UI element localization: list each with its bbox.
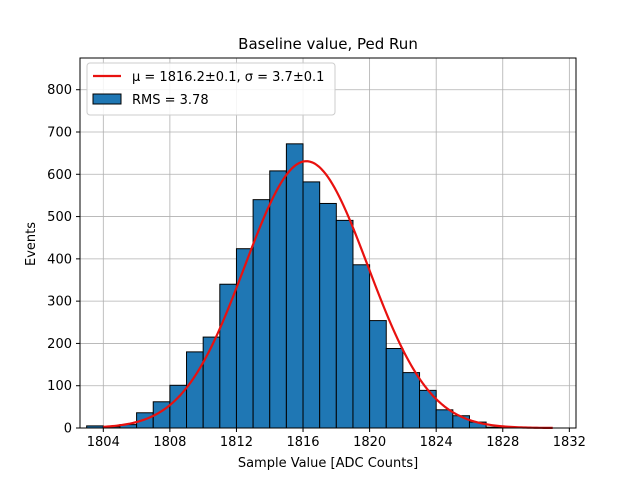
y-axis: 0 100 200 300 400 500 600 700 800 xyxy=(47,83,80,437)
y-tick-label: 100 xyxy=(47,379,72,394)
histogram-bar xyxy=(385,348,404,429)
legend-hist-label: RMS = 3.78 xyxy=(132,93,209,108)
legend-fit-label: μ = 1816.2±0.1, σ = 3.7±0.1 xyxy=(132,70,324,85)
histogram-bar xyxy=(269,170,287,429)
legend-hist-swatch xyxy=(92,93,122,105)
y-tick-label: 500 xyxy=(47,210,72,225)
legend-box xyxy=(86,62,336,116)
histogram-bar xyxy=(186,351,204,429)
x-tick-label: 1824 xyxy=(420,435,453,450)
x-tick-label: 1828 xyxy=(486,435,519,450)
y-tick-label: 200 xyxy=(47,337,72,352)
y-tick-label: 400 xyxy=(47,252,72,267)
x-tick-label: 1832 xyxy=(553,435,586,450)
chart-title: Baseline value, Ped Run xyxy=(238,35,418,53)
x-axis-label: Sample Value [ADC Counts] xyxy=(238,456,418,471)
histogram-bar xyxy=(235,248,254,429)
histogram-bar xyxy=(285,143,304,429)
y-tick-label: 700 xyxy=(47,126,72,141)
y-axis-label: Events xyxy=(24,222,39,266)
y-tick-label: 800 xyxy=(47,83,72,98)
x-tick-label: 1812 xyxy=(220,435,253,450)
plot-frame xyxy=(79,57,577,429)
y-tick-label: 300 xyxy=(47,295,72,310)
histogram-bar xyxy=(335,219,354,429)
gaussian-fit-curve xyxy=(103,160,553,430)
histogram-bar xyxy=(219,283,237,429)
histogram-bar xyxy=(252,199,271,429)
histogram-bar xyxy=(319,202,337,429)
x-tick-label: 1816 xyxy=(286,435,319,450)
histogram-bar xyxy=(202,336,221,429)
x-tick-label: 1820 xyxy=(353,435,386,450)
histogram-bar xyxy=(369,320,387,429)
y-tick-label: 600 xyxy=(47,168,72,183)
histogram-bar xyxy=(435,409,454,429)
y-tick-label: 0 xyxy=(64,422,72,437)
histogram-bar xyxy=(352,264,371,429)
x-axis: 1804 1808 1812 1816 1820 1824 1828 1832 xyxy=(87,428,586,450)
legend: μ = 1816.2±0.1, σ = 3.7±0.1 RMS = 3.78 xyxy=(86,62,336,116)
fit-curve-layer xyxy=(103,160,553,430)
histogram-bar xyxy=(402,372,421,429)
x-tick-label: 1808 xyxy=(153,435,186,450)
histogram-bar xyxy=(302,181,321,429)
x-tick-label: 1804 xyxy=(87,435,120,450)
